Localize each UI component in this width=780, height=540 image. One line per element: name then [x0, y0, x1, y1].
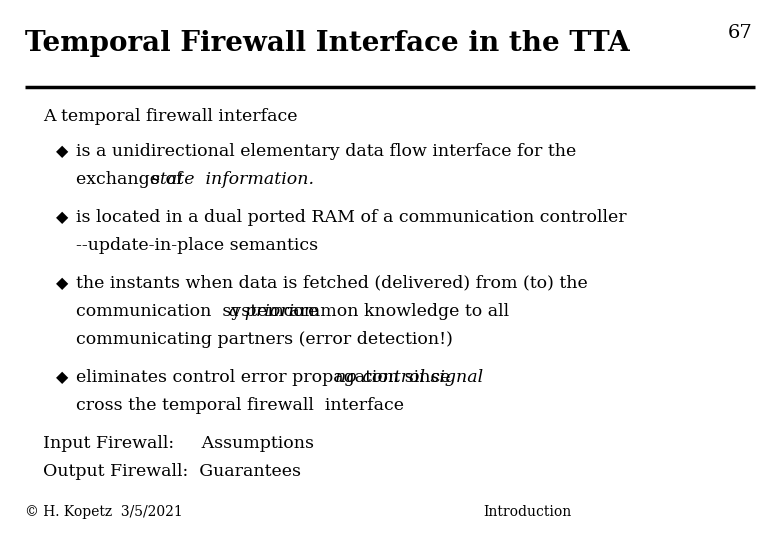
Text: ◆: ◆	[56, 369, 69, 386]
Text: state  information.: state information.	[151, 171, 314, 188]
Text: no control signal: no control signal	[335, 369, 484, 386]
Text: --update-in-place semantics: --update-in-place semantics	[76, 237, 318, 254]
Text: is a unidirectional elementary data flow interface for the: is a unidirectional elementary data flow…	[76, 143, 576, 160]
Text: Input Firewall:     Assumptions: Input Firewall: Assumptions	[43, 435, 314, 451]
Text: A temporal firewall interface: A temporal firewall interface	[43, 108, 297, 125]
Text: cross the temporal firewall  interface: cross the temporal firewall interface	[76, 397, 405, 414]
Text: is located in a dual ported RAM of a communication controller: is located in a dual ported RAM of a com…	[76, 209, 627, 226]
Text: common knowledge to all: common knowledge to all	[278, 303, 509, 320]
Text: the instants when data is fetched (delivered) from (to) the: the instants when data is fetched (deliv…	[76, 275, 588, 292]
Text: ◆: ◆	[56, 143, 69, 160]
Text: 67: 67	[728, 24, 753, 42]
Text: a priori: a priori	[229, 303, 294, 320]
Text: eliminates control error propagation since: eliminates control error propagation sin…	[76, 369, 456, 386]
Text: communicating partners (error detection!): communicating partners (error detection!…	[76, 331, 453, 348]
Text: Output Firewall:  Guarantees: Output Firewall: Guarantees	[43, 463, 301, 480]
Text: Introduction: Introduction	[484, 505, 572, 519]
Text: ◆: ◆	[56, 275, 69, 292]
Text: communication  system are: communication system are	[76, 303, 324, 320]
Text: exchange of: exchange of	[76, 171, 189, 188]
Text: ◆: ◆	[56, 209, 69, 226]
Text: © H. Kopetz  3/5/2021: © H. Kopetz 3/5/2021	[25, 505, 183, 519]
Text: Temporal Firewall Interface in the TTA: Temporal Firewall Interface in the TTA	[25, 30, 629, 57]
